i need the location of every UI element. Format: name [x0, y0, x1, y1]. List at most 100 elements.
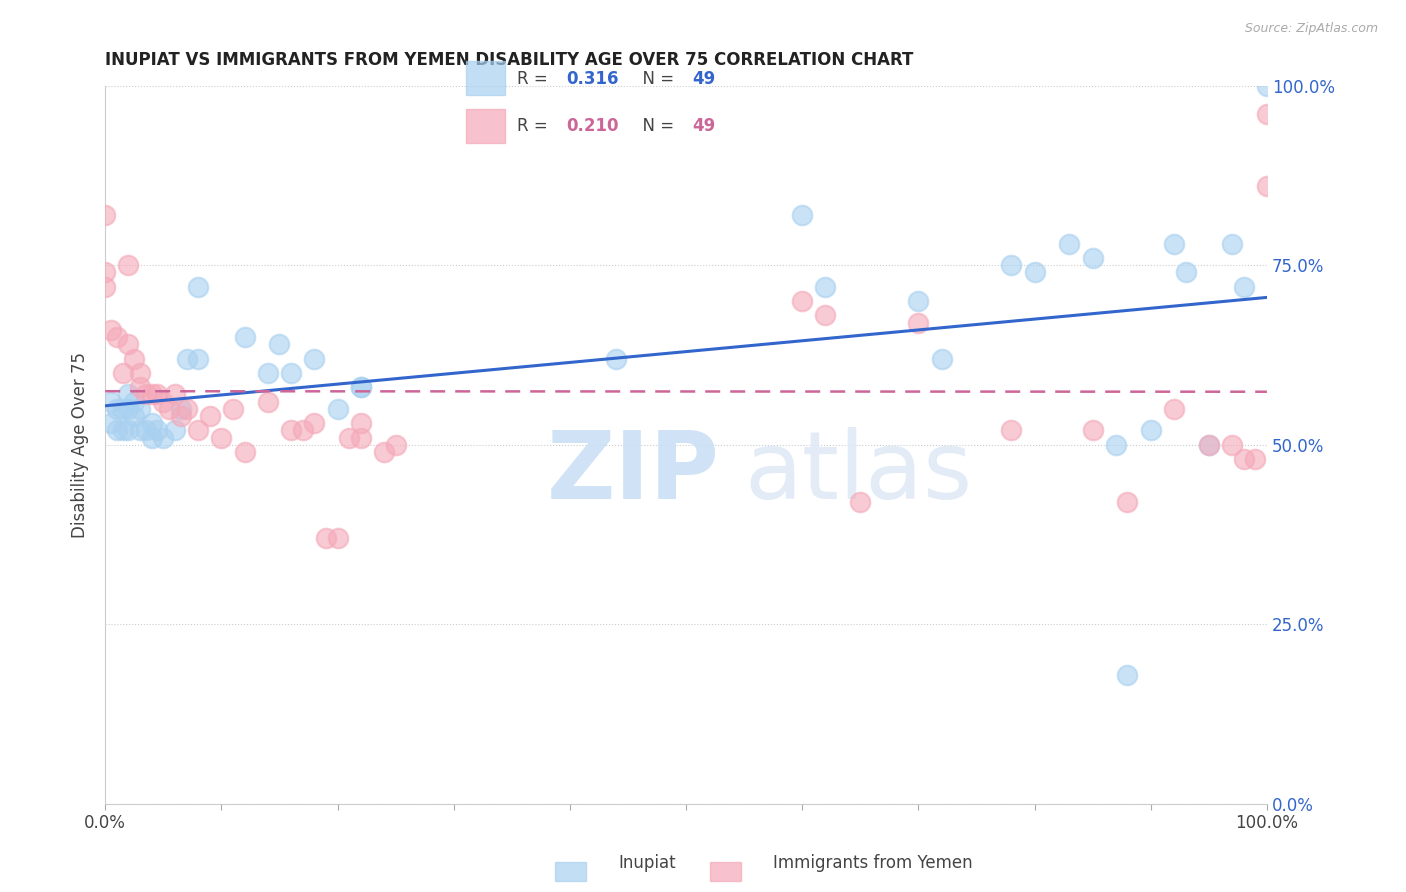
Text: INUPIAT VS IMMIGRANTS FROM YEMEN DISABILITY AGE OVER 75 CORRELATION CHART: INUPIAT VS IMMIGRANTS FROM YEMEN DISABIL… [105, 51, 914, 69]
Point [146, 423, 169, 437]
Point [1081, 251, 1104, 265]
Point [209, 431, 232, 445]
Point [105, 330, 128, 344]
Point [304, 351, 326, 366]
Point [141, 387, 163, 401]
Point [111, 423, 134, 437]
Point [105, 401, 128, 416]
Text: Source: ZipAtlas.com: Source: ZipAtlas.com [1244, 22, 1378, 36]
Point [111, 401, 134, 416]
Point [1220, 438, 1243, 452]
Point [122, 409, 145, 423]
Point [187, 279, 209, 293]
Text: Immigrants from Yemen: Immigrants from Yemen [773, 855, 973, 872]
Point [100, 394, 122, 409]
Point [163, 387, 186, 401]
Point [170, 409, 193, 423]
Point [163, 423, 186, 437]
Point [792, 294, 814, 309]
Point [152, 431, 174, 445]
Point [1233, 452, 1256, 467]
Point [233, 330, 256, 344]
Point [1233, 279, 1256, 293]
Point [384, 438, 406, 452]
Point [105, 423, 128, 437]
Point [1000, 423, 1022, 437]
Text: N =: N = [633, 117, 679, 136]
Point [291, 423, 314, 437]
Point [350, 380, 373, 394]
Point [146, 387, 169, 401]
Point [176, 351, 198, 366]
Text: 49: 49 [693, 117, 716, 136]
Point [326, 531, 349, 545]
Point [129, 366, 152, 380]
Point [326, 401, 349, 416]
Point [187, 351, 209, 366]
Point [129, 401, 152, 416]
Point [233, 445, 256, 459]
Point [198, 409, 221, 423]
Point [135, 387, 157, 401]
Point [129, 380, 152, 394]
Text: 0.210: 0.210 [565, 117, 619, 136]
Point [1163, 236, 1185, 251]
Text: R =: R = [517, 70, 554, 87]
Point [170, 401, 193, 416]
Point [187, 423, 209, 437]
Point [122, 394, 145, 409]
Point [373, 445, 395, 459]
Text: 0.316: 0.316 [565, 70, 619, 87]
Point [350, 416, 373, 430]
Text: ZIP: ZIP [547, 427, 720, 519]
Point [1081, 423, 1104, 437]
Point [157, 401, 180, 416]
Point [1105, 438, 1128, 452]
Point [1256, 78, 1278, 93]
Point [94, 265, 117, 279]
Point [1256, 107, 1278, 121]
Point [141, 431, 163, 445]
Point [117, 423, 139, 437]
Text: N =: N = [633, 70, 679, 87]
Point [257, 366, 280, 380]
Point [907, 294, 929, 309]
Point [1174, 265, 1197, 279]
Point [605, 351, 627, 366]
Text: 49: 49 [693, 70, 716, 87]
Point [269, 337, 291, 351]
Point [814, 309, 837, 323]
Point [117, 401, 139, 416]
FancyBboxPatch shape [465, 110, 505, 144]
Point [304, 416, 326, 430]
Point [792, 208, 814, 222]
Point [117, 258, 139, 272]
Y-axis label: Disability Age Over 75: Disability Age Over 75 [72, 351, 89, 538]
Point [1000, 258, 1022, 272]
Point [94, 208, 117, 222]
Point [117, 387, 139, 401]
Point [222, 401, 245, 416]
Point [111, 366, 134, 380]
Point [117, 337, 139, 351]
Point [280, 366, 302, 380]
Point [315, 531, 337, 545]
Point [1116, 667, 1139, 681]
Point [280, 423, 302, 437]
FancyBboxPatch shape [465, 62, 505, 95]
Point [1059, 236, 1081, 251]
Point [1163, 401, 1185, 416]
Point [350, 431, 373, 445]
Point [814, 279, 837, 293]
Point [1220, 236, 1243, 251]
Point [350, 380, 373, 394]
Point [100, 323, 122, 337]
Point [176, 401, 198, 416]
Point [931, 351, 953, 366]
Point [257, 394, 280, 409]
Point [152, 394, 174, 409]
Point [94, 279, 117, 293]
Point [1116, 495, 1139, 509]
Point [1024, 265, 1046, 279]
Point [135, 423, 157, 437]
